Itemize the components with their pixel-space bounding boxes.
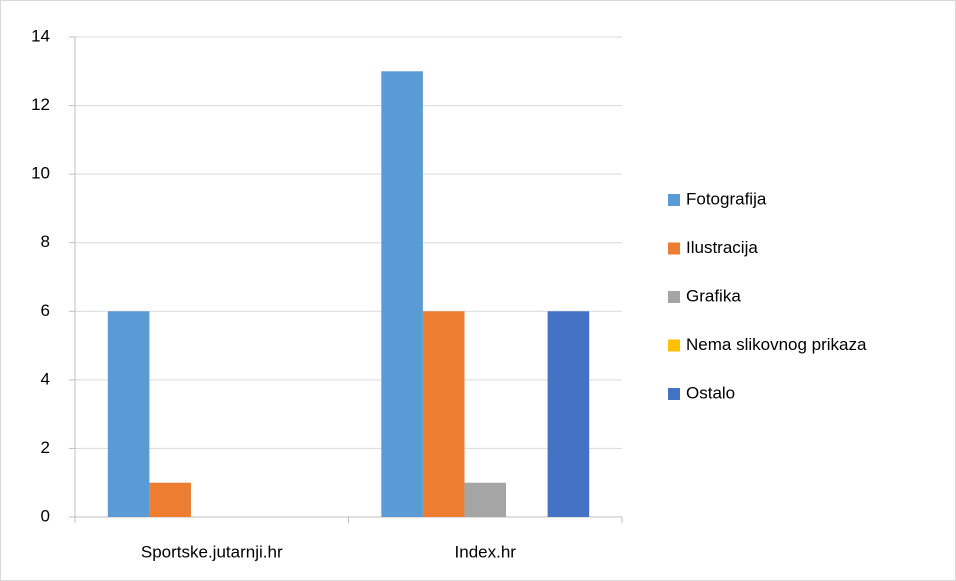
legend-label: Nema slikovnog prikaza <box>686 335 867 354</box>
bar <box>547 311 590 517</box>
bar <box>422 311 465 517</box>
y-tick-label: 2 <box>41 438 50 457</box>
bar <box>149 482 191 517</box>
y-tick-label: 0 <box>41 506 50 525</box>
legend-label: Ilustracija <box>686 238 758 257</box>
legend-swatch <box>668 242 680 255</box>
legend-swatch <box>668 291 680 303</box>
bar <box>381 71 423 518</box>
legend-swatch <box>668 388 680 400</box>
y-tick-label: 6 <box>41 301 50 320</box>
y-tick-label: 10 <box>31 164 50 183</box>
y-tick-label: 8 <box>41 232 50 251</box>
legend-label: Fotografija <box>686 189 767 208</box>
x-tick-label: Sportske.jutarnji.hr <box>141 542 283 561</box>
legend-label: Grafika <box>686 286 741 305</box>
x-tick-label: Index.hr <box>455 542 517 561</box>
y-tick-label: 14 <box>31 26 50 45</box>
bar <box>464 482 507 517</box>
bar <box>107 311 150 517</box>
y-tick-label: 4 <box>41 369 50 388</box>
legend-label: Ostalo <box>686 383 735 402</box>
legend-swatch <box>668 194 680 206</box>
y-tick-label: 12 <box>31 95 50 114</box>
legend-swatch <box>668 339 680 352</box>
